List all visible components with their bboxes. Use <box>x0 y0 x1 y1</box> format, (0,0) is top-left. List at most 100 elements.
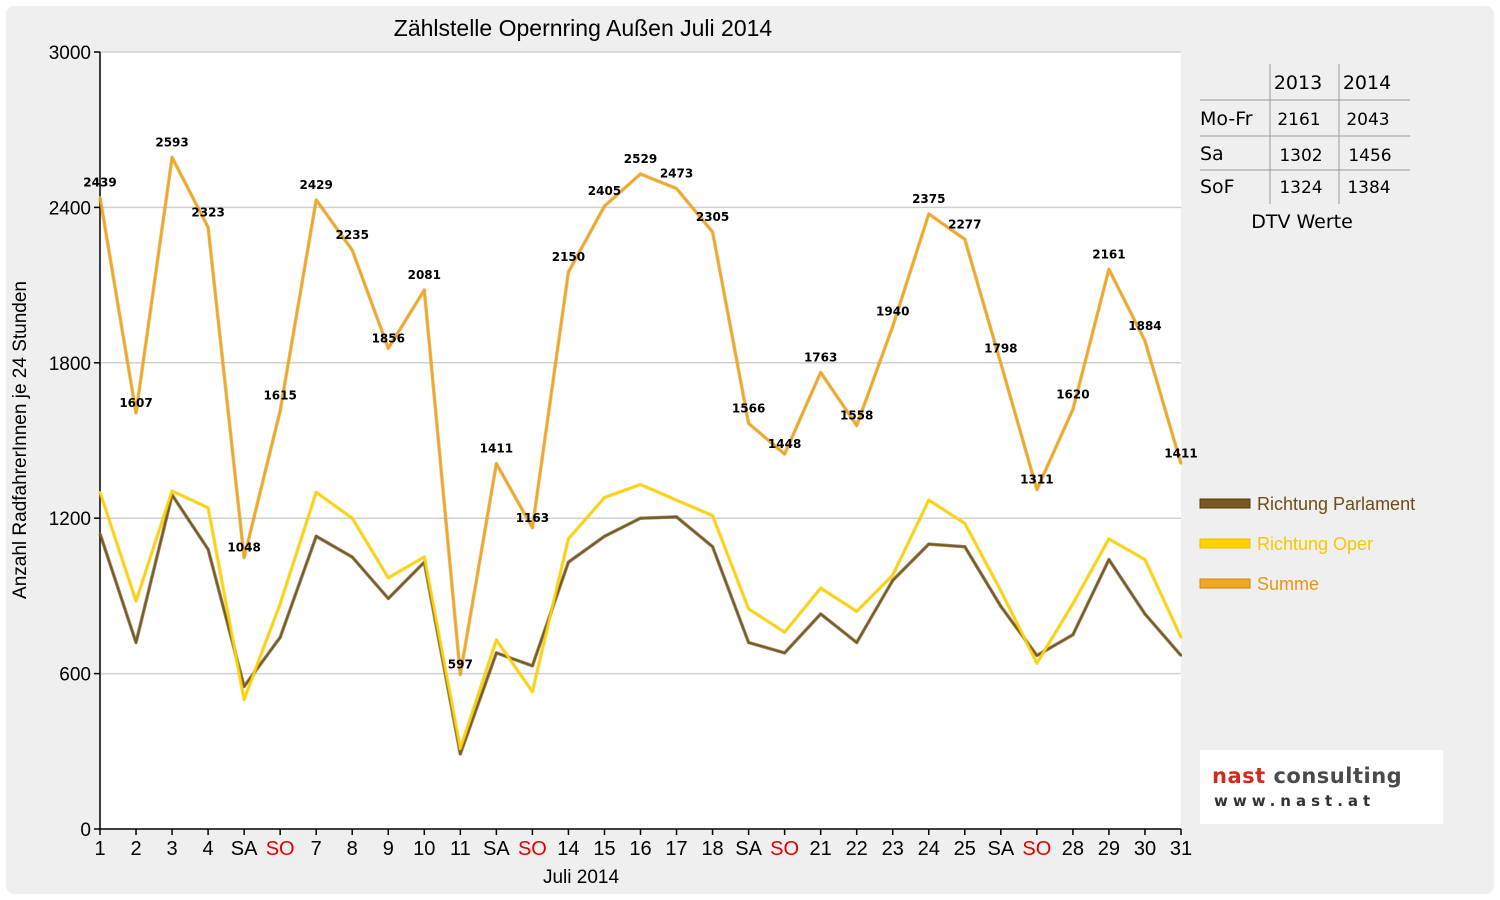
logo-name-part2: consulting <box>1273 764 1403 788</box>
data-label: 2593 <box>155 135 188 149</box>
data-label: 2323 <box>191 205 224 219</box>
data-point <box>242 698 246 701</box>
data-point <box>639 517 642 520</box>
data-point <box>278 602 282 605</box>
x-tick-label: 28 <box>1062 838 1084 860</box>
data-point <box>278 636 282 639</box>
x-tick-label: SA <box>735 838 762 860</box>
chart-title: Zählstelle Opernring Außen Juli 2014 <box>394 15 773 41</box>
x-tick-label: 10 <box>413 838 435 860</box>
data-point <box>531 526 534 529</box>
data-label: 2473 <box>660 166 693 180</box>
data-point <box>459 747 462 750</box>
data-label: 1798 <box>984 341 1017 355</box>
legend-swatch <box>1199 538 1251 549</box>
data-point <box>206 506 210 510</box>
dtv-header-2013: 2013 <box>1274 72 1322 94</box>
data-point <box>999 605 1003 608</box>
data-label: 2405 <box>588 184 621 198</box>
x-tick-label: 21 <box>810 838 832 860</box>
y-tick-label: 3000 <box>49 43 91 64</box>
data-label: 1856 <box>372 331 405 345</box>
data-point <box>747 422 750 425</box>
x-tick-label: 23 <box>882 838 904 860</box>
data-point <box>315 535 318 538</box>
dtv-caption: DTV Werte <box>1251 211 1353 233</box>
dtv-row-label: Sa <box>1200 143 1224 165</box>
data-point <box>423 288 426 292</box>
data-point <box>855 641 858 644</box>
data-point <box>531 664 534 668</box>
dtv-cell: 1324 <box>1279 178 1322 198</box>
data-point <box>1179 636 1183 639</box>
data-point <box>675 515 678 519</box>
data-point <box>278 409 282 412</box>
dtv-cell: 2161 <box>1277 110 1320 130</box>
y-tick-label: 0 <box>80 820 91 841</box>
x-tick-label: 29 <box>1098 838 1120 860</box>
data-label: 1763 <box>804 350 837 364</box>
data-point <box>423 555 426 559</box>
data-point <box>963 238 966 241</box>
data-point <box>1143 339 1147 343</box>
plot-area <box>100 52 1181 829</box>
data-point <box>170 156 174 159</box>
data-point <box>315 491 318 494</box>
x-tick-label: 4 <box>203 838 214 860</box>
y-tick-label: 1800 <box>49 354 91 375</box>
data-label: 2150 <box>552 250 585 264</box>
y-tick-label: 600 <box>59 665 91 686</box>
y-tick-label: 1200 <box>49 509 91 530</box>
x-tick-label: 11 <box>450 838 471 860</box>
data-label: 1163 <box>516 511 549 525</box>
data-point <box>1035 654 1039 657</box>
x-tick-label: SO <box>518 838 547 860</box>
data-label: 1311 <box>1020 472 1053 486</box>
data-point <box>747 641 750 644</box>
data-point <box>134 411 138 414</box>
data-point <box>783 630 786 634</box>
data-label: 1607 <box>119 396 152 410</box>
data-point <box>98 196 102 199</box>
x-tick-label: 24 <box>918 838 940 860</box>
x-tick-label: 14 <box>557 838 579 860</box>
logo-name-part1: nast <box>1212 764 1266 788</box>
data-point <box>351 517 354 520</box>
x-tick-label: 8 <box>347 838 358 860</box>
dtv-row-label: Mo-Fr <box>1200 108 1253 130</box>
x-tick-label: SA <box>987 838 1014 860</box>
series-lines <box>98 155 1183 756</box>
data-point <box>459 673 462 676</box>
data-point <box>242 556 246 559</box>
data-point <box>206 548 210 551</box>
x-tick-label: SO <box>1022 838 1051 860</box>
data-label: 1448 <box>768 437 801 451</box>
data-point <box>206 226 210 229</box>
x-axis-label: Juli 2014 <box>543 867 619 888</box>
data-point <box>387 576 390 579</box>
data-point <box>927 542 930 546</box>
dtv-table: 2013 2014 Mo-Fr 2161 2043 Sa 1302 1456 S… <box>1200 64 1410 233</box>
data-point <box>819 371 822 374</box>
data-point <box>711 514 714 517</box>
data-point <box>819 586 822 590</box>
data-label: 1558 <box>840 408 873 422</box>
data-label: 2439 <box>83 175 116 189</box>
data-point <box>711 545 714 548</box>
data-point <box>567 537 570 541</box>
data-point <box>675 187 678 190</box>
data-point <box>603 204 606 208</box>
data-point <box>495 638 498 642</box>
x-tick-label: SA <box>231 838 258 860</box>
data-point <box>891 573 894 577</box>
data-point <box>98 491 102 494</box>
data-point <box>134 599 138 603</box>
data-label: 2081 <box>408 268 441 282</box>
data-label: 1940 <box>876 305 909 319</box>
data-point <box>675 498 678 502</box>
dtv-header-2014: 2014 <box>1343 72 1391 94</box>
data-label: 1884 <box>1128 319 1161 333</box>
x-tick-label: 31 <box>1170 838 1192 860</box>
data-point <box>711 230 714 234</box>
data-point <box>567 561 570 564</box>
